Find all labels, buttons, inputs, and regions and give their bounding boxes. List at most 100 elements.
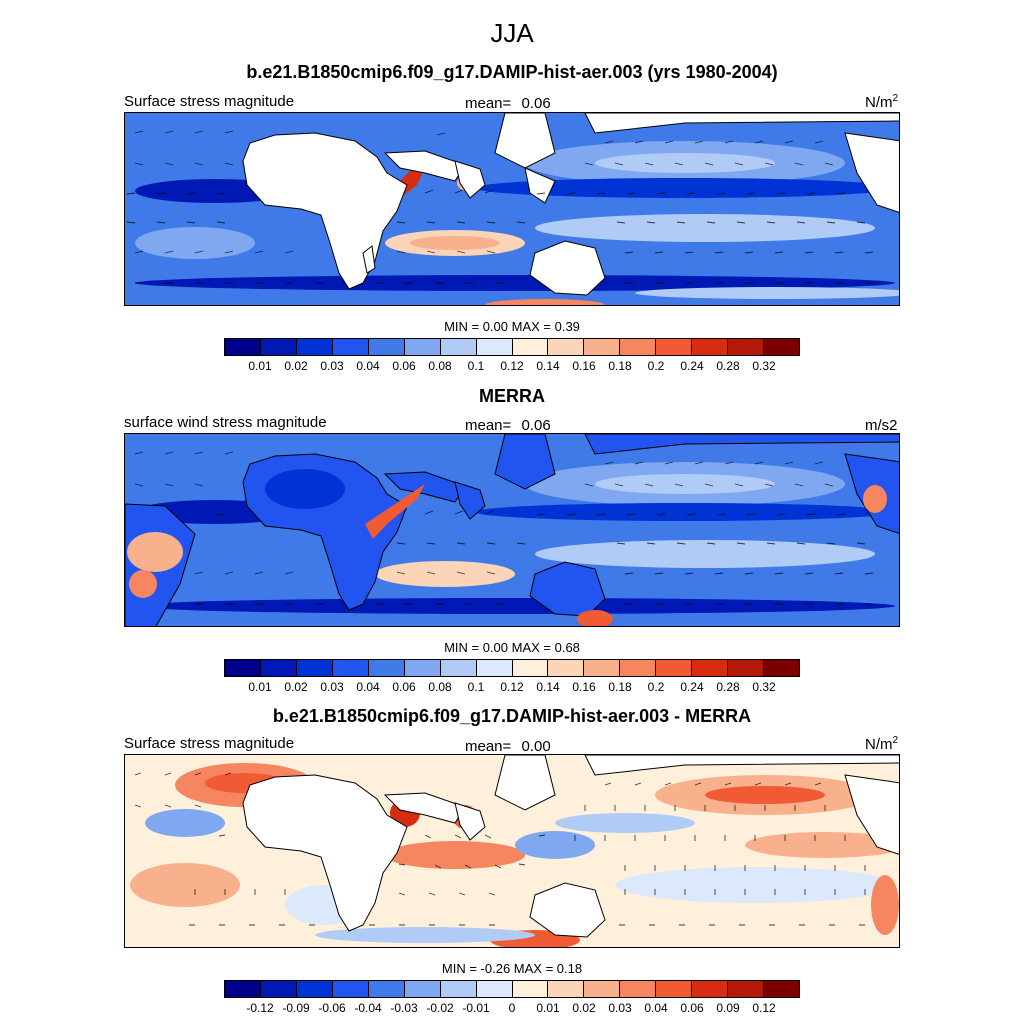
colorbar-tick-label: -0.12	[246, 1001, 274, 1015]
colorbar-swatch	[512, 660, 549, 676]
colorbar-tick-label: 0.1	[467, 680, 485, 694]
colorbar-tick-label: 0.16	[572, 680, 596, 694]
colorbar-swatch	[260, 981, 297, 997]
colorbar-tick-label: 0.03	[608, 1001, 632, 1015]
colorbar-swatch	[404, 339, 441, 355]
panel-1-units: N/m2	[865, 93, 899, 111]
colorbar-swatch	[368, 981, 405, 997]
colorbar-tick-label: -0.06	[318, 1001, 346, 1015]
colorbar-swatch	[512, 339, 549, 355]
colorbar-swatch	[332, 339, 369, 355]
colorbar-tick-label: 0.16	[572, 359, 596, 373]
panel-3-colorbar	[224, 980, 800, 998]
colorbar-tick-label: -0.04	[354, 1001, 382, 1015]
colorbar-tick-label: 0.02	[284, 680, 308, 694]
colorbar-swatch	[764, 981, 799, 997]
panel-3-mean-label: mean=	[465, 738, 512, 755]
colorbar-swatch	[656, 339, 693, 355]
colorbar-swatch	[584, 660, 621, 676]
colorbar-tick-label: 0.01	[248, 359, 272, 373]
colorbar-tick-label: 0.06	[680, 1001, 704, 1015]
colorbar-swatch	[225, 660, 261, 676]
colorbar-swatch	[260, 339, 297, 355]
panel-1-map-svg	[125, 113, 899, 305]
colorbar-tick-label: 0.24	[680, 359, 704, 373]
panel-3-colorbar-ticks: -0.12 -0.09 -0.06 -0.04 -0.03 -0.02 -0.01 0 0.01…	[224, 1001, 800, 1015]
figure-title: JJA	[490, 18, 534, 48]
colorbar-swatch	[440, 339, 477, 355]
colorbar-swatch	[476, 660, 513, 676]
colorbar-swatch	[692, 660, 729, 676]
panel-2-map-svg	[125, 434, 899, 626]
panel-1-variable-label: Surface stress magnitude	[124, 93, 295, 110]
colorbar-tick-label: 0.28	[716, 680, 740, 694]
colorbar-tick-label: 0.01	[248, 680, 272, 694]
colorbar-tick-label: 0.02	[284, 359, 308, 373]
colorbar-swatch	[584, 981, 621, 997]
panel-1-title: b.e21.B1850cmip6.f09_g17.DAMIP-hist-aer.…	[246, 62, 778, 82]
colorbar-swatch	[225, 339, 261, 355]
colorbar-swatch	[656, 981, 693, 997]
panel-2-units: m/s2	[865, 417, 898, 434]
colorbar-swatch	[620, 660, 657, 676]
colorbar-tick-label: 0.1	[467, 359, 485, 373]
panel-3-mean-value: 0.00	[521, 738, 551, 755]
panel-2-wind-vectors	[134, 451, 874, 605]
panel-1-colorbar	[224, 338, 800, 356]
colorbar-swatch	[656, 660, 693, 676]
colorbar-tick-label: 0.32	[752, 359, 776, 373]
colorbar-tick-label: 0.08	[428, 359, 452, 373]
colorbar-tick-label: 0.04	[356, 359, 380, 373]
panel-3-units: N/m2	[865, 735, 899, 753]
colorbar-tick-label: 0.32	[752, 680, 776, 694]
panel-3-mean: mean= 0.00	[465, 738, 551, 755]
colorbar-swatch	[548, 660, 585, 676]
colorbar-tick-label: 0.04	[644, 1001, 668, 1015]
colorbar-swatch	[548, 339, 585, 355]
panel-2-minmax: MIN = 0.00 MAX = 0.68	[444, 640, 580, 655]
panel-1-mean: mean= 0.06	[465, 95, 551, 112]
colorbar-tick-label: 0	[508, 1001, 516, 1015]
colorbar-tick-label: 0.18	[608, 680, 632, 694]
colorbar-tick-label: 0.2	[647, 680, 665, 694]
panel-3-variable-label: Surface stress magnitude	[124, 735, 295, 752]
colorbar-tick-label: 0.24	[680, 680, 704, 694]
colorbar-tick-label: 0.02	[572, 1001, 596, 1015]
colorbar-swatch	[692, 339, 729, 355]
panel-2-colorbar	[224, 659, 800, 677]
colorbar-tick-label: 0.03	[320, 359, 344, 373]
panel-2-map	[124, 433, 900, 627]
colorbar-tick-label: 0.06	[392, 680, 416, 694]
colorbar-swatch	[332, 660, 369, 676]
colorbar-swatch	[728, 339, 765, 355]
colorbar-swatch	[764, 339, 799, 355]
colorbar-swatch	[332, 981, 369, 997]
colorbar-tick-label: -0.02	[426, 1001, 454, 1015]
colorbar-swatch	[225, 981, 261, 997]
panel-3-title: b.e21.B1850cmip6.f09_g17.DAMIP-hist-aer.…	[272, 706, 752, 726]
colorbar-tick-label: 0.2	[647, 359, 665, 373]
colorbar-tick-label: -0.09	[282, 1001, 310, 1015]
colorbar-tick-label: 0.04	[356, 680, 380, 694]
panel-2-colorbar-ticks: 0.01 0.02 0.03 0.04 0.06 0.08 0.1 0.12 0.14 0.16 0…	[224, 680, 800, 694]
colorbar-tick-label: 0.14	[536, 680, 560, 694]
colorbar-tick-label: 0.08	[428, 680, 452, 694]
colorbar-tick-label: -0.03	[390, 1001, 418, 1015]
panel-3-wind-vectors	[134, 772, 866, 926]
colorbar-swatch	[368, 660, 405, 676]
colorbar-tick-label: 0.28	[716, 359, 740, 373]
colorbar-tick-label: 0.03	[320, 680, 344, 694]
panel-2-title: MERRA	[479, 386, 545, 406]
colorbar-swatch	[404, 660, 441, 676]
colorbar-swatch	[476, 981, 513, 997]
colorbar-tick-label: -0.01	[462, 1001, 490, 1015]
colorbar-swatch	[512, 981, 549, 997]
colorbar-tick-label: 0.06	[392, 359, 416, 373]
colorbar-swatch	[440, 660, 477, 676]
colorbar-tick-label: 0.14	[536, 359, 560, 373]
colorbar-swatch	[296, 981, 333, 997]
panel-1-map	[124, 112, 900, 306]
colorbar-tick-label: 0.12	[500, 680, 524, 694]
colorbar-swatch	[548, 981, 585, 997]
panel-1-mean-value: 0.06	[521, 95, 551, 112]
